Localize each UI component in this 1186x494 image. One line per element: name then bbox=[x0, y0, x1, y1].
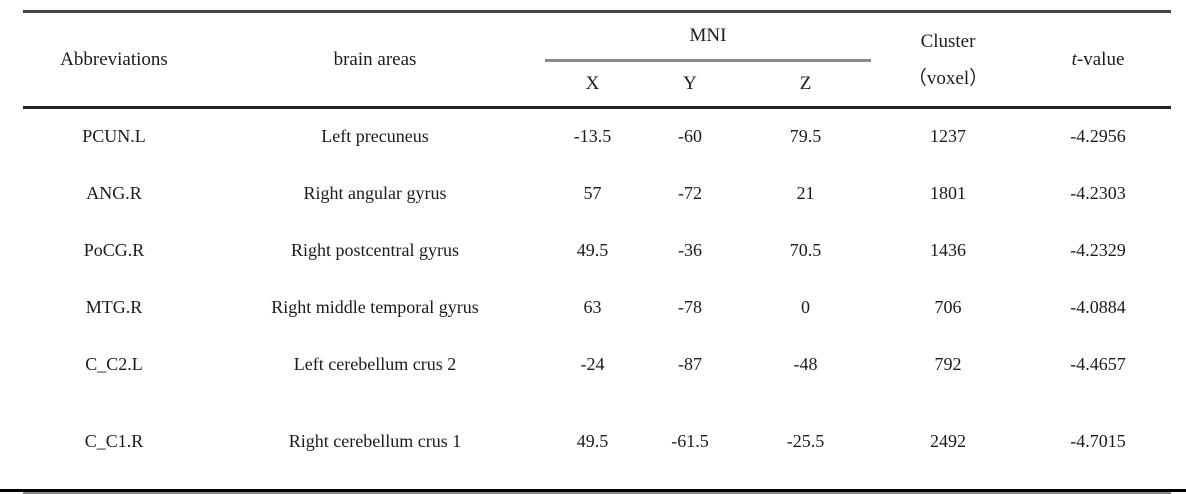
cell-mni-x: 49.5 bbox=[576, 239, 609, 260]
cell-t-value: -4.4657 bbox=[1070, 353, 1126, 374]
cell-mni-y: -87 bbox=[678, 353, 702, 374]
cell-mni-x: 57 bbox=[583, 182, 602, 203]
cell-mni-y: -36 bbox=[678, 239, 702, 260]
header-t-value: t-value bbox=[1025, 12, 1171, 108]
cell-brain-area: Left precuneus bbox=[321, 126, 429, 147]
cell-mni-y: -72 bbox=[678, 182, 702, 203]
header-row-2: X Y Z bbox=[23, 61, 1171, 108]
cell-mni-z: -25.5 bbox=[786, 431, 825, 452]
cell-t-value: -4.7015 bbox=[1070, 431, 1126, 452]
cell-cluster: 792 bbox=[934, 353, 962, 374]
results-table-wrap: Abbreviations brain areas MNI Cluster （v… bbox=[23, 10, 1172, 494]
table-body: PCUN.L Left precuneus -13.5 -60 79.5 123… bbox=[23, 108, 1172, 493]
cell-brain-area: Right middle temporal gyrus bbox=[271, 296, 479, 317]
cell-mni-x: -24 bbox=[580, 353, 605, 374]
cell-abbreviation: C_C2.L bbox=[85, 353, 143, 374]
table-row: PCUN.L Left precuneus -13.5 -60 79.5 123… bbox=[23, 108, 1171, 165]
cell-abbreviation: ANG.R bbox=[86, 182, 142, 203]
cell-t-value: -4.2303 bbox=[1070, 182, 1126, 203]
page-bottom-border bbox=[0, 489, 1186, 492]
table-row: MTG.R Right middle temporal gyrus 63 -78… bbox=[23, 279, 1171, 336]
header-cluster-voxel: Cluster （voxel） bbox=[871, 12, 1025, 108]
header-z: Z bbox=[799, 73, 812, 94]
cell-cluster: 1237 bbox=[930, 126, 967, 147]
cell-mni-y: -78 bbox=[678, 296, 702, 317]
header-abbreviations: Abbreviations bbox=[60, 48, 168, 70]
header-t-rest: -value bbox=[1076, 48, 1125, 70]
cell-cluster: 1436 bbox=[930, 239, 967, 260]
header-cluster-line1: Cluster bbox=[920, 30, 976, 52]
cell-abbreviation: PoCG.R bbox=[83, 239, 145, 260]
cell-mni-x: 49.5 bbox=[576, 431, 609, 452]
cell-brain-area: Right cerebellum crus 1 bbox=[288, 431, 462, 452]
cell-t-value: -4.2329 bbox=[1070, 239, 1126, 260]
cell-t-value: -4.2956 bbox=[1070, 126, 1126, 147]
header-cluster-line2: （voxel） bbox=[907, 67, 989, 89]
table-row: ANG.R Right angular gyrus 57 -72 21 1801… bbox=[23, 165, 1171, 222]
cell-brain-area: Right postcentral gyrus bbox=[291, 239, 459, 260]
cell-mni-x: -13.5 bbox=[573, 126, 612, 147]
cell-cluster: 706 bbox=[934, 296, 962, 317]
table-row: C_C1.R Right cerebellum crus 1 49.5 -61.… bbox=[23, 393, 1171, 493]
cell-mni-z: -48 bbox=[793, 353, 818, 374]
brain-areas-results-table: Abbreviations brain areas MNI Cluster （v… bbox=[23, 10, 1172, 494]
table-row: C_C2.L Left cerebellum crus 2 -24 -87 -4… bbox=[23, 336, 1171, 393]
cell-cluster: 2492 bbox=[930, 431, 967, 452]
cell-abbreviation: C_C1.R bbox=[84, 431, 144, 452]
cell-mni-z: 21 bbox=[796, 182, 815, 203]
cell-abbreviation: MTG.R bbox=[85, 296, 143, 317]
header-mni-group: MNI bbox=[545, 11, 872, 62]
cell-brain-area: Right angular gyrus bbox=[303, 182, 447, 203]
cell-mni-y: -61.5 bbox=[671, 431, 709, 452]
cell-mni-z: 70.5 bbox=[789, 239, 822, 260]
header-x: X bbox=[585, 73, 600, 94]
header-y: Y bbox=[683, 73, 697, 94]
cell-brain-area: Left cerebellum crus 2 bbox=[293, 353, 457, 374]
cell-mni-y: -60 bbox=[678, 126, 702, 147]
cell-mni-z: 0 bbox=[801, 296, 810, 317]
header-row-1: Abbreviations brain areas MNI Cluster （v… bbox=[23, 11, 1171, 89]
cell-mni-x: 63 bbox=[583, 296, 602, 317]
header-brain-areas: brain areas bbox=[333, 48, 417, 70]
header-t-italic: t bbox=[1071, 48, 1077, 70]
cell-cluster: 1801 bbox=[930, 182, 967, 203]
cell-abbreviation: PCUN.L bbox=[82, 126, 146, 147]
cell-t-value: -4.0884 bbox=[1070, 296, 1126, 317]
cell-mni-z: 79.5 bbox=[789, 126, 822, 147]
table-row: PoCG.R Right postcentral gyrus 49.5 -36 … bbox=[23, 222, 1171, 279]
table-header: Abbreviations brain areas MNI Cluster （v… bbox=[23, 11, 1172, 108]
